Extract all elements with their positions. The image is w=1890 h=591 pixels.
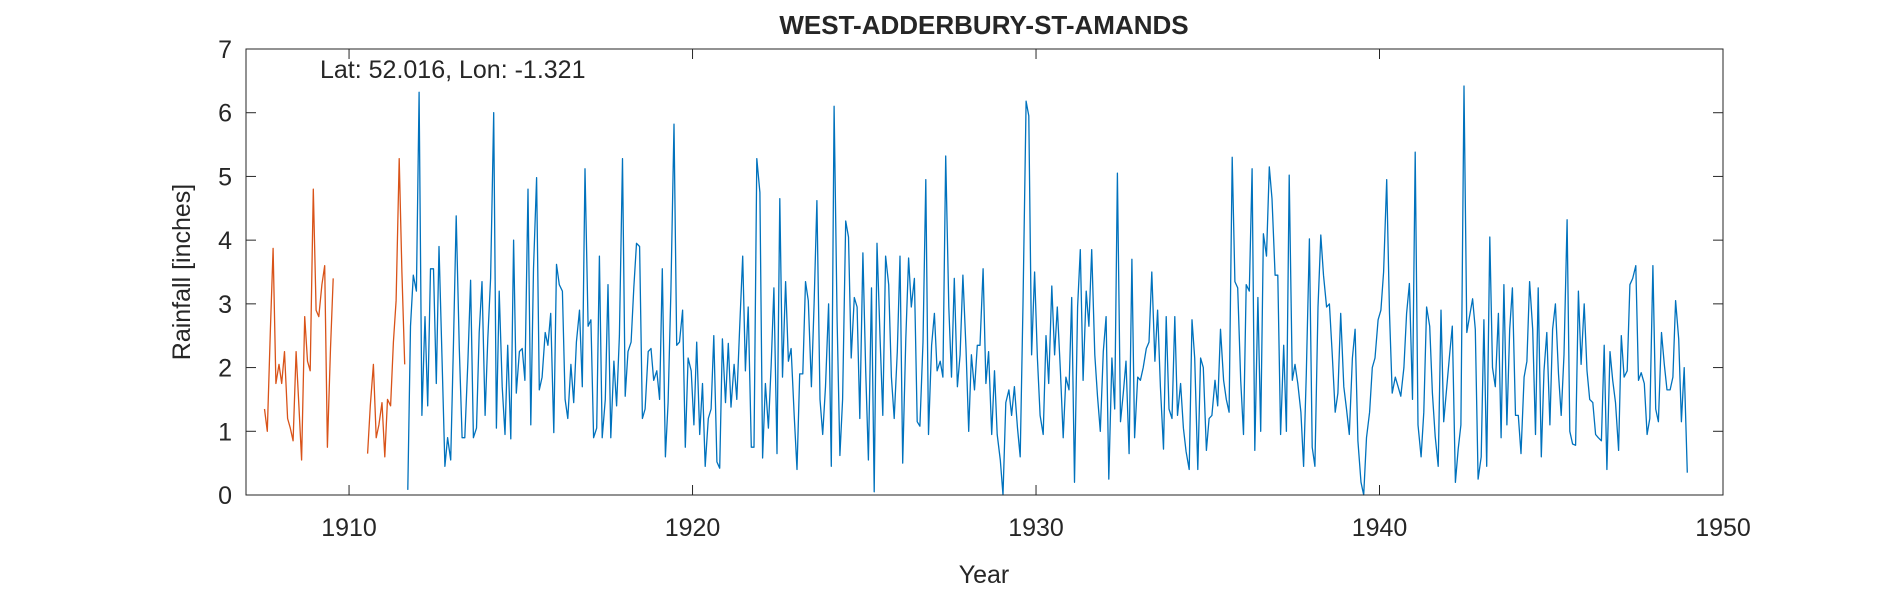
series-layer bbox=[263, 85, 1688, 496]
y-tick-label: 7 bbox=[218, 36, 232, 64]
y-axis-ticks: 0 1 2 3 4 5 6 7 bbox=[218, 36, 1723, 510]
axes-box bbox=[245, 48, 1724, 496]
x-tick-label: 1920 bbox=[665, 514, 721, 542]
y-tick-label: 3 bbox=[218, 291, 232, 319]
series-0-line-segment-0 bbox=[263, 188, 334, 461]
y-axis-label: Rainfall [inches] bbox=[168, 184, 196, 360]
x-axis-label: Year bbox=[959, 561, 1010, 589]
y-tick-label: 5 bbox=[218, 163, 232, 191]
x-axis-ticks: 1910 1920 1930 1940 1950 bbox=[321, 49, 1751, 542]
x-tick-label: 1940 bbox=[1352, 514, 1408, 542]
chart-title: WEST-ADDERBURY-ST-AMANDS bbox=[779, 10, 1188, 40]
location-annotation: Lat: 52.016, Lon: -1.321 bbox=[320, 56, 586, 84]
y-tick-label: 0 bbox=[218, 482, 232, 510]
x-tick-label: 1930 bbox=[1008, 514, 1064, 542]
series-1-line-segment-0 bbox=[407, 85, 1688, 496]
x-tick-label: 1910 bbox=[321, 514, 377, 542]
y-tick-label: 1 bbox=[218, 418, 232, 446]
y-tick-label: 6 bbox=[218, 100, 232, 128]
y-tick-label: 2 bbox=[218, 355, 232, 383]
x-tick-label: 1950 bbox=[1695, 514, 1751, 542]
series-0-line-segment-1 bbox=[366, 157, 406, 458]
y-tick-label: 4 bbox=[218, 227, 232, 255]
